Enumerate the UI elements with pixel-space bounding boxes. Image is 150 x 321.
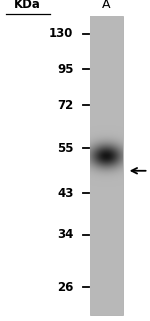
Text: 55: 55 xyxy=(57,142,74,155)
Text: A: A xyxy=(102,0,111,11)
Bar xyxy=(90,16,123,315)
Text: KDa: KDa xyxy=(14,0,40,11)
Text: 26: 26 xyxy=(57,281,74,294)
Text: 95: 95 xyxy=(57,63,74,75)
Text: 130: 130 xyxy=(49,27,74,40)
Text: 34: 34 xyxy=(57,229,74,241)
Text: 43: 43 xyxy=(57,187,74,200)
Text: 72: 72 xyxy=(57,99,74,112)
